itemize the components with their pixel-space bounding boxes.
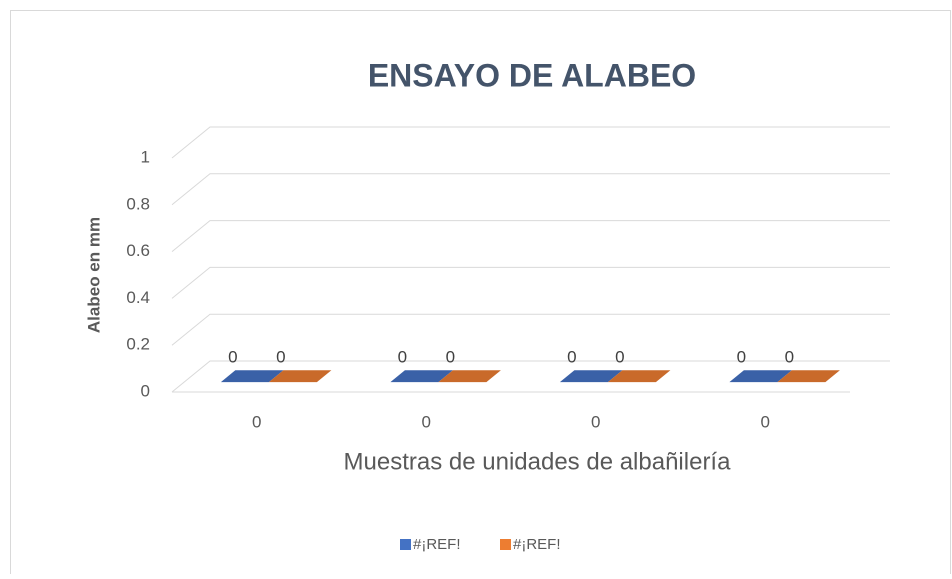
y-tick-label: 0.8 (126, 194, 150, 213)
y-tick-label: 0.6 (126, 241, 150, 260)
bar (607, 370, 671, 383)
x-tick-label: 0 (591, 412, 600, 431)
plot-area: 0 0.2 0.4 0.6 0.8 1 0 0 0 0 0 0 0 0 0 0 0 0 (126, 126, 890, 431)
bar (559, 370, 623, 383)
data-label: 0 (737, 347, 746, 366)
legend: #¡REF! #¡REF! (400, 536, 561, 553)
y-tick-label: 0.4 (126, 288, 150, 307)
grid-line (171, 266, 890, 299)
y-axis-title: Alabeo en mm (84, 217, 103, 333)
bar (268, 370, 332, 383)
data-label: 0 (615, 347, 624, 366)
y-tick-label: 1 (141, 147, 150, 166)
bar (220, 370, 284, 383)
x-axis-title: Muestras de unidades de albañilería (344, 448, 732, 475)
data-label: 0 (276, 347, 285, 366)
grid-line (171, 126, 890, 159)
legend-label: #¡REF! (413, 536, 461, 553)
legend-swatch (500, 539, 511, 550)
legend-label: #¡REF! (513, 536, 561, 553)
data-label: 0 (228, 347, 237, 366)
y-tick-label: 0.2 (126, 335, 150, 354)
data-label: 0 (567, 347, 576, 366)
bar (777, 370, 840, 383)
bar (438, 370, 501, 383)
data-label: 0 (398, 347, 407, 366)
chart-border (10, 10, 951, 579)
y-tick-label: 0 (141, 381, 150, 400)
bar (729, 370, 792, 383)
x-tick-label: 0 (252, 412, 261, 431)
grid-line (171, 360, 890, 393)
data-label: 0 (785, 347, 794, 366)
chart-title: ENSAYO DE ALABEO (368, 57, 696, 93)
grid-line (171, 173, 890, 206)
x-tick-label: 0 (761, 412, 770, 431)
bar (390, 370, 453, 383)
legend-swatch (400, 539, 411, 550)
grid-line (171, 313, 890, 346)
data-label: 0 (446, 347, 455, 366)
x-tick-label: 0 (422, 412, 431, 431)
grid-line (171, 220, 890, 252)
